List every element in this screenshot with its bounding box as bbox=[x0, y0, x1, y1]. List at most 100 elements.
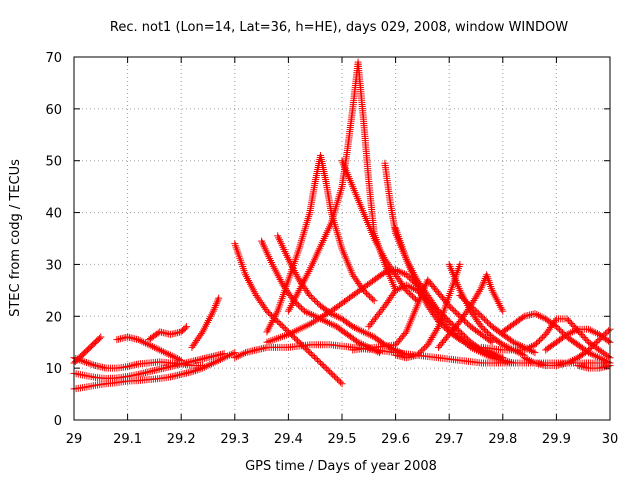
data-point bbox=[234, 352, 242, 360]
data-point bbox=[379, 269, 387, 277]
data-point bbox=[408, 284, 416, 292]
data-point bbox=[356, 339, 364, 347]
data-point bbox=[134, 336, 142, 344]
data-point bbox=[594, 337, 602, 345]
data-point bbox=[527, 357, 535, 365]
data-point bbox=[307, 293, 315, 301]
data-point bbox=[84, 359, 92, 367]
data-point bbox=[459, 295, 467, 303]
data-point bbox=[281, 325, 289, 333]
data-point bbox=[313, 299, 321, 307]
data-point bbox=[393, 285, 401, 293]
data-point bbox=[172, 354, 180, 362]
data-point bbox=[159, 348, 167, 356]
y-tick-label: 40 bbox=[45, 207, 62, 222]
data-point bbox=[175, 356, 183, 363]
data-point bbox=[565, 316, 573, 324]
data-point bbox=[325, 319, 333, 327]
x-tick-label: 29.4 bbox=[274, 432, 303, 447]
data-point bbox=[529, 348, 537, 356]
data-point bbox=[86, 360, 94, 368]
data-point bbox=[439, 322, 447, 330]
data-point bbox=[322, 310, 330, 318]
data-point bbox=[313, 316, 321, 324]
data-point bbox=[138, 337, 146, 345]
data-point bbox=[361, 329, 369, 337]
data-point bbox=[565, 330, 573, 338]
data-point bbox=[586, 326, 594, 334]
data-point bbox=[405, 274, 413, 282]
data-point bbox=[315, 357, 323, 365]
data-point bbox=[211, 358, 219, 366]
data-point bbox=[324, 318, 332, 326]
data-point bbox=[401, 329, 409, 337]
data-point bbox=[231, 354, 239, 362]
data-point bbox=[408, 292, 416, 300]
data-point bbox=[459, 331, 467, 339]
data-point bbox=[266, 310, 274, 318]
data-point bbox=[308, 311, 316, 319]
data-point bbox=[397, 284, 405, 292]
data-point bbox=[95, 334, 103, 342]
x-tick-label: 29.1 bbox=[113, 432, 142, 447]
data-point bbox=[434, 307, 442, 315]
data-point bbox=[462, 318, 470, 326]
data-point bbox=[469, 298, 477, 306]
data-point bbox=[473, 291, 481, 299]
data-point bbox=[579, 332, 587, 340]
data-point bbox=[310, 296, 318, 304]
data-point bbox=[593, 353, 601, 361]
data-point bbox=[585, 346, 593, 354]
data-point bbox=[418, 347, 426, 355]
data-point bbox=[97, 333, 105, 341]
data-point bbox=[402, 271, 410, 279]
data-point bbox=[370, 297, 378, 305]
y-tick-label: 70 bbox=[45, 51, 62, 66]
data-point bbox=[461, 332, 469, 340]
data-point bbox=[307, 350, 315, 358]
data-point bbox=[568, 356, 576, 364]
data-point bbox=[415, 350, 423, 358]
data-point bbox=[310, 353, 318, 361]
data-point bbox=[472, 293, 480, 301]
data-point bbox=[208, 360, 216, 368]
data-point bbox=[233, 353, 241, 361]
data-point bbox=[227, 350, 235, 358]
data-point bbox=[474, 309, 482, 317]
data-point bbox=[313, 356, 321, 364]
data-point bbox=[426, 337, 434, 345]
series-5 bbox=[113, 333, 185, 364]
data-point bbox=[356, 326, 364, 334]
data-point bbox=[320, 311, 328, 319]
x-tick-label: 29 bbox=[66, 432, 83, 447]
data-point bbox=[448, 305, 456, 313]
data-point bbox=[397, 268, 405, 276]
data-point bbox=[427, 335, 435, 343]
data-point bbox=[318, 313, 326, 321]
data-point bbox=[568, 328, 576, 336]
data-point bbox=[363, 289, 371, 297]
data-point bbox=[79, 357, 87, 365]
data-point bbox=[183, 323, 191, 331]
data-point bbox=[467, 302, 475, 310]
data-point bbox=[336, 378, 344, 386]
data-point bbox=[366, 292, 374, 300]
data-point bbox=[329, 371, 337, 379]
data-point bbox=[483, 329, 491, 337]
data-point bbox=[510, 338, 518, 346]
x-tick-label: 29.5 bbox=[328, 432, 357, 447]
data-point bbox=[588, 350, 596, 358]
data-point bbox=[147, 342, 155, 350]
data-point bbox=[330, 372, 338, 380]
data-point bbox=[570, 327, 578, 335]
data-point bbox=[480, 315, 488, 323]
data-point bbox=[277, 320, 285, 328]
data-point bbox=[520, 346, 528, 354]
data-point bbox=[275, 319, 283, 327]
series-27 bbox=[542, 325, 614, 354]
data-point bbox=[538, 313, 546, 321]
data-point bbox=[158, 347, 166, 355]
data-point bbox=[424, 341, 432, 349]
data-point bbox=[531, 349, 539, 357]
data-point bbox=[563, 330, 571, 338]
